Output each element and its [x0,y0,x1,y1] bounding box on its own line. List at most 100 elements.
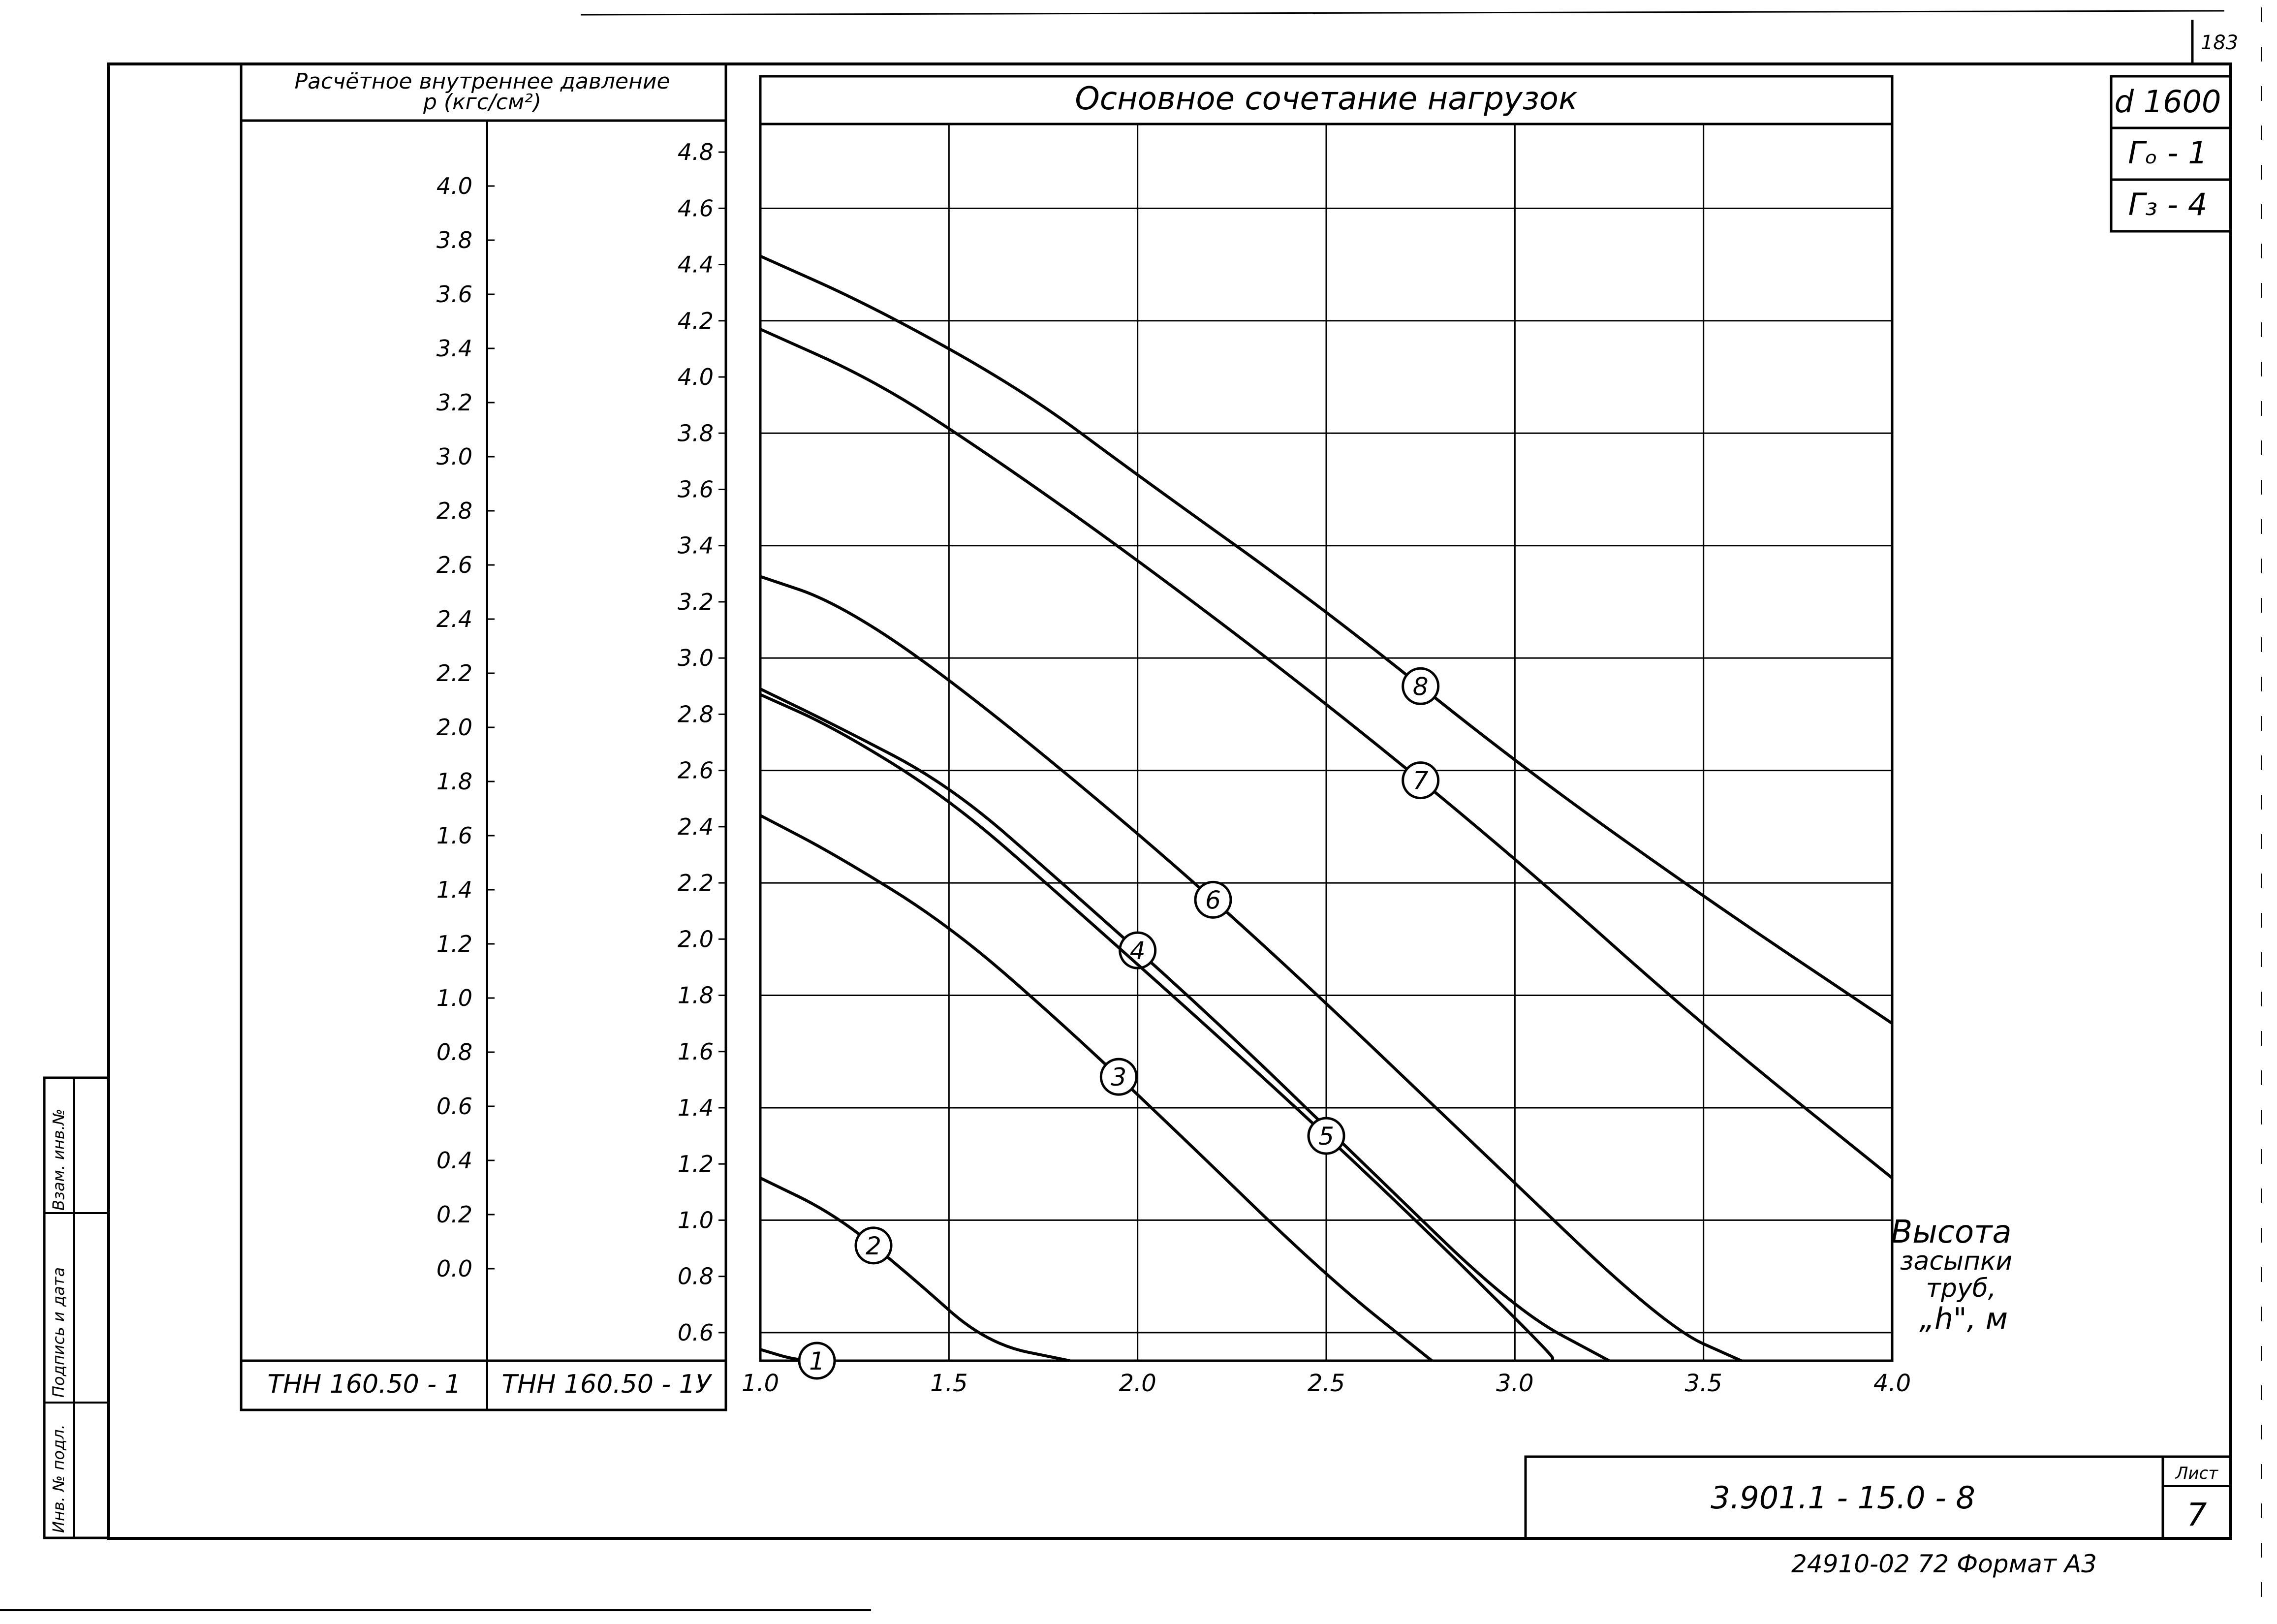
col1-tick-label-14: 1.2 [437,931,472,957]
list-number: 7 [2187,1497,2207,1533]
col2-tick-label-10: 2.8 [678,701,714,727]
col2-tick-label-15: 1.8 [678,982,714,1009]
curve-marker-1: 1 [798,1342,836,1380]
col1-tick-label-9: 2.2 [437,660,472,687]
col2-tick-label-19: 1.0 [678,1207,714,1233]
curve-marker-label-5: 5 [1318,1122,1334,1151]
title-block-border [1524,1455,2232,1540]
x-tick-label-0: 1.0 [742,1370,779,1397]
pressure-col1-ticks: 4.0 3.8 3.6 3.4 3.2 3.0 2.8 2.6 2.4 2.2 2.0 1.8 1.6 1… [437,173,495,1282]
page-number: 183 [2201,31,2238,54]
curve-6 [760,575,1742,1362]
col2-tick-label-1: 4.6 [678,195,714,221]
curve-5 [759,693,1554,1361]
col1-tick-label-0: 4.0 [437,173,472,199]
col1-tick-label-8: 2.4 [437,606,472,632]
x-axis-label-line-2: засыпки [1900,1247,2012,1276]
chart-grid [759,124,1893,1361]
x-axis-label-line-1: Высота [1891,1214,2011,1250]
footer-format: 24910-02 72 Формат А3 [1791,1550,2097,1578]
pressure-col2-label: ТНН 160.50 - 1У [501,1370,712,1399]
tag-g3: Г₃ - 4 [2128,187,2208,222]
col1-tick-label-12: 1.6 [437,822,472,849]
x-tick-label-4: 3.0 [1496,1370,1533,1397]
col2-tick-label-13: 2.2 [678,870,714,896]
side-label-replace: Взам. инв.№ [49,1109,68,1211]
curve-marker-circle-1 [798,1342,836,1380]
col2-tick-label-9: 3.0 [678,645,714,671]
x-tick-label-1: 1.5 [930,1370,967,1397]
side-label-inv: Инв. № подл. [49,1424,68,1533]
curve-marker-label-7: 7 [1413,767,1429,795]
col2-tick-label-8: 3.2 [678,589,714,615]
col2-tick-label-20: 0.8 [678,1263,714,1290]
pressure-table-unit: р (кгс/см²) [423,90,541,115]
curve-marker-8: 8 [1402,667,1440,705]
curve-marker-circle-8 [1402,667,1440,705]
curve-marker-6: 6 [1194,880,1232,919]
col2-tick-label-12: 2.4 [678,813,714,840]
col2-tick-label-3: 4.2 [678,308,714,334]
pressure-col2-ticks: 4.8 4.6 4.4 4.2 4.0 3.8 3.6 3.4 3.2 3.0 2.8 2.6 2.4 2… [678,139,726,1346]
curve-marker-3: 3 [1099,1058,1138,1096]
curve-8 [759,254,1893,1025]
list-label: Лист [2175,1464,2218,1483]
curve-marker-circle-5 [1307,1117,1345,1155]
tag-g0: Гₒ - 1 [2128,135,2207,171]
curve-marker-label-6: 6 [1205,886,1221,914]
col2-tick-label-4: 4.0 [678,364,714,390]
col1-tick-label-20: 0.0 [437,1255,472,1282]
side-label-sign: Подпись и дата [49,1267,68,1398]
title-block: 3.901.1 - 15.0 - 8 Лист 7 24910-02 72 Фо… [1524,1455,2232,1578]
col1-tick-label-5: 3.0 [437,443,472,470]
x-tick-label-2: 2.0 [1119,1370,1156,1397]
chart-x-ticks: 1.0 1.5 2.0 2.5 3.0 3.5 4.0 [742,1370,1911,1397]
col1-tick-label-19: 0.2 [437,1201,472,1228]
curve-marker-label-3: 3 [1111,1063,1126,1092]
document-code: 3.901.1 - 15.0 - 8 [1711,1480,1975,1516]
curve-marker-circle-2 [854,1226,893,1265]
x-tick-label-6: 4.0 [1873,1370,1911,1397]
col2-tick-label-6: 3.6 [678,476,714,502]
col1-tick-label-2: 3.6 [437,281,472,308]
curve-4 [759,687,1610,1362]
chart-title: Основное сочетание нагрузок [1075,81,1578,117]
col2-tick-label-17: 1.4 [678,1094,714,1121]
pressure-table-border [240,62,727,1411]
pressure-col1-label: ТНН 160.50 - 1 [267,1370,461,1399]
col1-tick-label-13: 1.4 [437,876,472,903]
top-edge-line [580,10,2225,16]
curve-marker-2: 2 [854,1226,893,1265]
curve-7 [759,328,1893,1180]
col2-tick-label-18: 1.2 [678,1151,714,1177]
col1-tick-label-11: 1.8 [437,768,472,795]
col1-tick-label-15: 1.0 [437,985,472,1011]
col2-tick-label-2: 4.4 [678,251,714,278]
col2-tick-label-14: 2.0 [678,926,714,952]
tag-box [2110,75,2232,233]
curve-marker-7: 7 [1402,761,1440,800]
col2-tick-label-5: 3.8 [678,420,714,446]
col1-tick-label-16: 0.8 [437,1039,472,1065]
x-tick-label-3: 2.5 [1308,1370,1345,1397]
col1-tick-label-18: 0.4 [437,1147,472,1174]
col1-tick-label-4: 3.2 [437,389,472,416]
curve-marker-5: 5 [1307,1117,1345,1155]
curve-marker-circle-6 [1194,880,1232,919]
frame-border [107,62,2232,1540]
curve-3 [759,814,1433,1362]
side-stamp [43,1076,110,1539]
col1-tick-label-10: 2.0 [437,714,472,741]
col2-tick-label-0: 4.8 [678,139,714,165]
col2-tick-label-16: 1.6 [678,1038,714,1065]
col1-tick-label-17: 0.6 [437,1093,472,1120]
col1-tick-label-7: 2.6 [437,552,472,578]
pressure-table-title: Расчётное внутреннее давление [294,69,670,94]
pressure-table: Расчётное внутреннее давление р (кгс/см²… [240,62,727,1411]
col2-tick-label-21: 0.6 [678,1319,714,1346]
diameter-label: d 1600 [2115,84,2221,120]
col1-tick-label-3: 3.4 [437,335,472,362]
col2-tick-label-7: 3.4 [678,532,714,559]
